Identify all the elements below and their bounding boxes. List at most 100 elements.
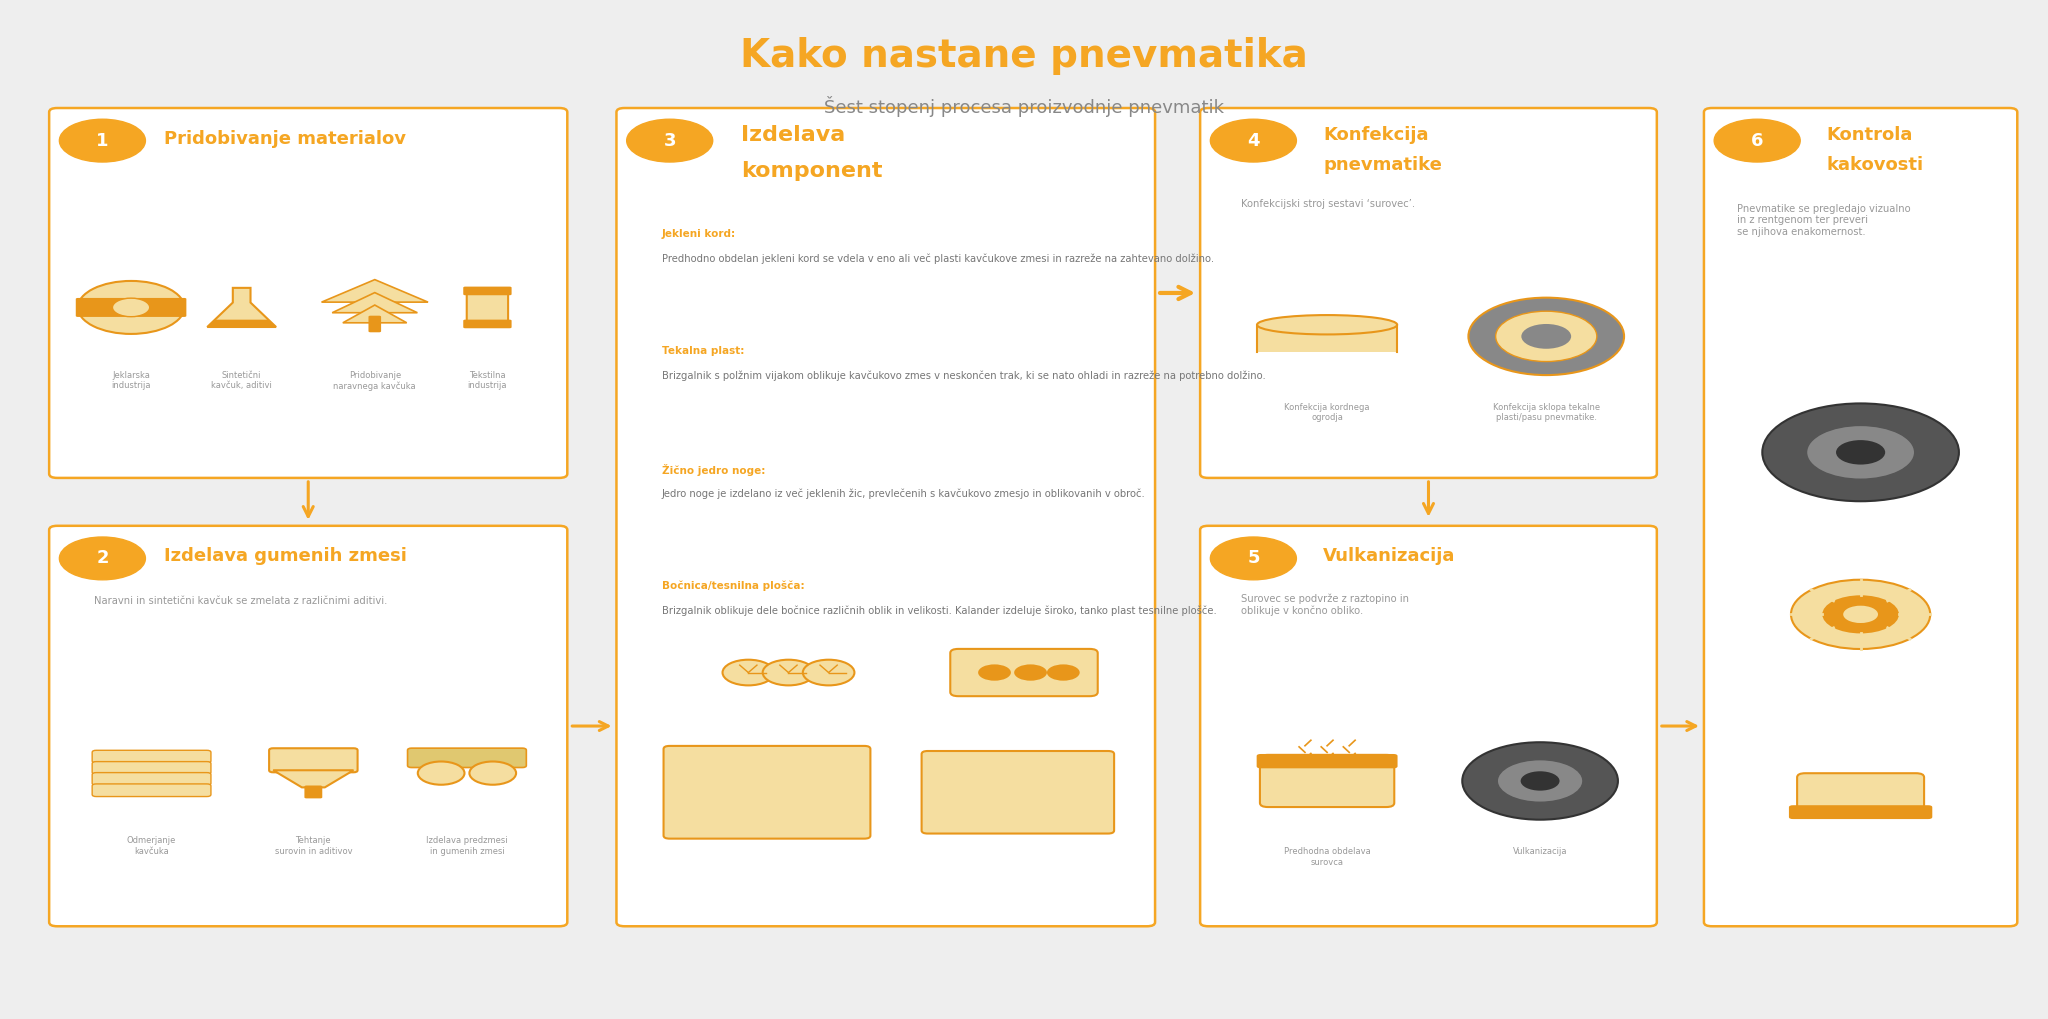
- Text: 2: 2: [96, 549, 109, 568]
- FancyBboxPatch shape: [408, 748, 526, 767]
- Text: 4: 4: [1247, 131, 1260, 150]
- Circle shape: [1843, 605, 1878, 623]
- Circle shape: [1495, 311, 1597, 362]
- Polygon shape: [207, 320, 276, 327]
- Text: 5: 5: [1247, 549, 1260, 568]
- Circle shape: [1714, 119, 1800, 162]
- Ellipse shape: [1257, 315, 1397, 334]
- Circle shape: [1462, 742, 1618, 819]
- Text: Predhodna obdelava
surovca: Predhodna obdelava surovca: [1284, 847, 1370, 866]
- FancyBboxPatch shape: [1257, 323, 1397, 352]
- Text: Brizgalnik s polžnim vijakom oblikuje kavčukovo zmes v neskončen trak, ki se nat: Brizgalnik s polžnim vijakom oblikuje ka…: [662, 371, 1266, 381]
- FancyBboxPatch shape: [1260, 755, 1395, 807]
- Circle shape: [59, 119, 145, 162]
- FancyBboxPatch shape: [49, 108, 567, 478]
- Text: Pnevmatike se pregledajo vizualno
in z rentgenom ter preveri
se njihova enakomer: Pnevmatike se pregledajo vizualno in z r…: [1737, 204, 1911, 237]
- FancyBboxPatch shape: [616, 108, 1155, 926]
- Text: Sintetični
kavčuk, aditivi: Sintetični kavčuk, aditivi: [211, 371, 272, 390]
- Circle shape: [1468, 298, 1624, 375]
- Circle shape: [1497, 760, 1583, 802]
- Text: pnevmatike: pnevmatike: [1323, 156, 1442, 174]
- FancyBboxPatch shape: [369, 316, 381, 332]
- Text: Naravni in sintetični kavčuk se zmelata z različnimi aditivi.: Naravni in sintetični kavčuk se zmelata …: [94, 596, 387, 606]
- Text: Predhodno obdelan jekleni kord se vdela v eno ali več plasti kavčukove zmesi in : Predhodno obdelan jekleni kord se vdela …: [662, 254, 1214, 264]
- Text: Jeklarska
industrija: Jeklarska industrija: [111, 371, 152, 390]
- Text: Odmerjanje
kavčuka: Odmerjanje kavčuka: [127, 837, 176, 856]
- Polygon shape: [332, 292, 418, 313]
- Polygon shape: [322, 279, 428, 303]
- Text: Tekstilna
industrija: Tekstilna industrija: [467, 371, 508, 390]
- FancyBboxPatch shape: [950, 649, 1098, 696]
- Text: Konfekcijski stroj sestavi ‘surovec’.: Konfekcijski stroj sestavi ‘surovec’.: [1241, 199, 1415, 209]
- Circle shape: [418, 761, 465, 785]
- FancyBboxPatch shape: [1798, 773, 1925, 812]
- Circle shape: [1522, 324, 1571, 348]
- FancyBboxPatch shape: [463, 320, 512, 328]
- Polygon shape: [272, 770, 354, 788]
- FancyBboxPatch shape: [664, 746, 870, 839]
- Circle shape: [723, 659, 774, 686]
- Text: Jedro noge je izdelano iz več jeklenih žic, prevlečenih s kavčukovo zmesjo in ob: Jedro noge je izdelano iz več jeklenih ž…: [662, 488, 1145, 498]
- Text: Brizgalnik oblikuje dele bočnice različnih oblik in velikosti. Kalander izdeluje: Brizgalnik oblikuje dele bočnice različn…: [662, 605, 1217, 615]
- FancyBboxPatch shape: [1200, 526, 1657, 926]
- FancyBboxPatch shape: [268, 748, 358, 772]
- Text: Pridobivanje
naravnega kavčuka: Pridobivanje naravnega kavčuka: [334, 371, 416, 390]
- Circle shape: [1014, 664, 1047, 681]
- FancyBboxPatch shape: [92, 784, 211, 797]
- Text: kakovosti: kakovosti: [1827, 156, 1923, 174]
- Circle shape: [762, 659, 815, 686]
- FancyBboxPatch shape: [92, 750, 211, 763]
- Text: Jekleni kord:: Jekleni kord:: [662, 229, 735, 239]
- FancyBboxPatch shape: [305, 786, 322, 799]
- Text: 1: 1: [96, 131, 109, 150]
- FancyBboxPatch shape: [467, 289, 508, 326]
- Text: 3: 3: [664, 131, 676, 150]
- Circle shape: [1520, 771, 1561, 791]
- Text: Bočnica/tesnilna plošča:: Bočnica/tesnilna plošča:: [662, 581, 805, 591]
- Text: Šest stopenj procesa proizvodnje pnevmatik: Šest stopenj procesa proizvodnje pnevmat…: [823, 97, 1225, 117]
- Circle shape: [78, 281, 184, 334]
- Circle shape: [1761, 404, 1958, 501]
- Text: 6: 6: [1751, 131, 1763, 150]
- Circle shape: [59, 537, 145, 580]
- Text: Konfekcija: Konfekcija: [1323, 125, 1430, 144]
- Text: Žično jedro noge:: Žično jedro noge:: [662, 464, 764, 476]
- FancyBboxPatch shape: [922, 751, 1114, 834]
- Text: Konfekcija sklopa tekalne
plasti/pasu pnevmatike.: Konfekcija sklopa tekalne plasti/pasu pn…: [1493, 403, 1599, 422]
- Polygon shape: [207, 287, 276, 327]
- Text: Izdelava predzmesi
in gumenih zmesi: Izdelava predzmesi in gumenih zmesi: [426, 837, 508, 856]
- Circle shape: [1823, 595, 1898, 634]
- Text: Surovec se podvrže z raztopino in
oblikuje v končno obliko.: Surovec se podvrže z raztopino in obliku…: [1241, 593, 1409, 615]
- Text: komponent: komponent: [741, 161, 883, 181]
- Circle shape: [1806, 426, 1915, 479]
- FancyBboxPatch shape: [463, 286, 512, 296]
- Circle shape: [1790, 580, 1929, 649]
- Text: Kako nastane pnevmatika: Kako nastane pnevmatika: [739, 37, 1309, 75]
- FancyBboxPatch shape: [92, 761, 211, 774]
- FancyBboxPatch shape: [76, 298, 186, 317]
- Text: Izdelava gumenih zmesi: Izdelava gumenih zmesi: [164, 547, 408, 566]
- Text: Tekalna plast:: Tekalna plast:: [662, 346, 743, 357]
- FancyBboxPatch shape: [92, 772, 211, 786]
- Text: Konfekcija kordnega
ogrodja: Konfekcija kordnega ogrodja: [1284, 403, 1370, 422]
- Text: Pridobivanje materialov: Pridobivanje materialov: [164, 129, 406, 148]
- FancyBboxPatch shape: [1257, 754, 1397, 768]
- Circle shape: [1835, 440, 1884, 465]
- Text: Izdelava: Izdelava: [741, 124, 846, 145]
- Circle shape: [803, 659, 854, 686]
- Circle shape: [1210, 537, 1296, 580]
- Text: Tehtanje
surovin in aditivov: Tehtanje surovin in aditivov: [274, 837, 352, 856]
- Circle shape: [1047, 664, 1079, 681]
- Circle shape: [469, 761, 516, 785]
- Circle shape: [979, 664, 1012, 681]
- Text: Vulkanizacija: Vulkanizacija: [1513, 847, 1567, 856]
- Circle shape: [113, 299, 150, 317]
- Polygon shape: [342, 305, 408, 323]
- FancyBboxPatch shape: [1790, 805, 1933, 819]
- Text: Vulkanizacija: Vulkanizacija: [1323, 547, 1456, 566]
- FancyBboxPatch shape: [49, 526, 567, 926]
- Text: Kontrola: Kontrola: [1827, 125, 1913, 144]
- Circle shape: [627, 119, 713, 162]
- FancyBboxPatch shape: [1704, 108, 2017, 926]
- Circle shape: [1210, 119, 1296, 162]
